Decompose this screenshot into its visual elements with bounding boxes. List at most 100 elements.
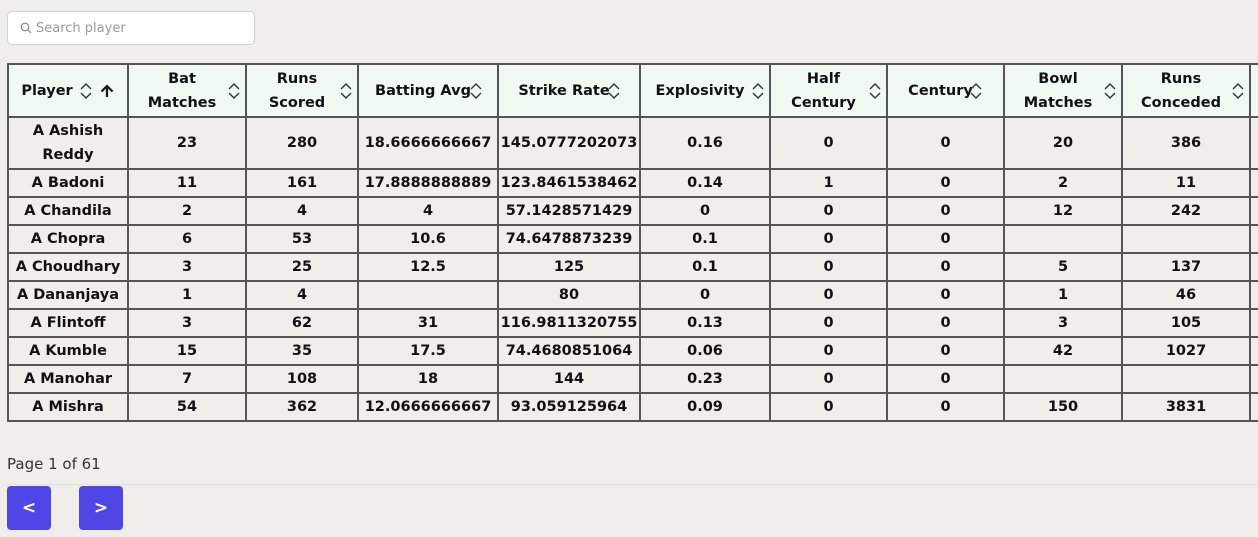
column-header-player[interactable]: Player [7, 63, 129, 118]
search-box[interactable] [7, 11, 255, 45]
column-header-bowl-matches[interactable]: Bowl Matches [1003, 63, 1123, 118]
table-cell-batting-avg: 31 [357, 308, 499, 338]
table-cell-half-century: 0 [769, 196, 888, 226]
sort-icon[interactable] [469, 82, 483, 100]
table-cell-player: A Kumble [7, 336, 129, 366]
sort-icon[interactable] [868, 82, 882, 100]
table-cell-overflow [1249, 336, 1258, 366]
sort-icon[interactable] [79, 82, 93, 100]
column-header-explosivity[interactable]: Explosivity [639, 63, 771, 118]
column-header-strike-rate[interactable]: Strike Rate [497, 63, 641, 118]
table-cell-strike-rate: 123.8461538462 [497, 168, 641, 198]
table-row: A Ashish Reddy 23 280 18.6666666667 145.0777… [7, 116, 1258, 170]
sort-icon[interactable] [1103, 82, 1117, 100]
column-header-half-century[interactable]: Half Century [769, 63, 888, 118]
table-cell-player: A Flintoff [7, 308, 129, 338]
table-row: A Chopra 6 53 10.6 74.6478873239 0.1 0 0 [7, 224, 1258, 254]
table-cell-overflow [1249, 196, 1258, 226]
table-cell-runs-conceded: 386 [1121, 116, 1251, 170]
sort-icon[interactable] [339, 82, 353, 100]
column-header-runs-scored[interactable]: Runs Scored [245, 63, 359, 118]
column-header-runs-conceded[interactable]: Runs Conceded [1121, 63, 1251, 118]
sort-icon[interactable] [751, 82, 765, 100]
table-cell-strike-rate: 145.0777202073 [497, 116, 641, 170]
table-cell-runs-scored: 280 [245, 116, 359, 170]
column-header-bat-matches[interactable]: Bat Matches [127, 63, 247, 118]
table-cell-runs-scored: 108 [245, 364, 359, 394]
arrow-up-icon[interactable] [99, 83, 115, 99]
table-cell-batting-avg: 12.5 [357, 252, 499, 282]
table-cell-runs-scored: 53 [245, 224, 359, 254]
table-cell-overflow [1249, 168, 1258, 198]
table-cell-runs-conceded: 11 [1121, 168, 1251, 198]
table-cell-century: 0 [886, 364, 1005, 394]
table-cell-player: A Badoni [7, 168, 129, 198]
table-cell-explosivity: 0 [639, 280, 771, 310]
column-header-label: Runs Conceded [1141, 70, 1221, 111]
table-cell-bat-matches: 54 [127, 392, 247, 422]
table-cell-explosivity: 0.14 [639, 168, 771, 198]
table-cell-explosivity: 0.13 [639, 308, 771, 338]
page-indicator: Page 1 of 61 [7, 455, 101, 473]
table-cell-bat-matches: 1 [127, 280, 247, 310]
table-cell-batting-avg: 12.0666666667 [357, 392, 499, 422]
table-cell-bat-matches: 23 [127, 116, 247, 170]
table-cell-player: A Dananjaya [7, 280, 129, 310]
table-cell-overflow [1249, 364, 1258, 394]
sort-icon[interactable] [607, 82, 621, 100]
table-cell-runs-conceded: 1027 [1121, 336, 1251, 366]
search-icon [20, 22, 32, 34]
table-cell-strike-rate: 144 [497, 364, 641, 394]
sort-icon[interactable] [969, 82, 983, 100]
table-cell-batting-avg: 17.8888888889 [357, 168, 499, 198]
table-cell-bat-matches: 3 [127, 252, 247, 282]
sort-icon[interactable] [1231, 82, 1245, 100]
table-cell-strike-rate: 57.1428571429 [497, 196, 641, 226]
column-header-label: Century [908, 82, 973, 99]
table-cell-batting-avg: 18 [357, 364, 499, 394]
table-cell-half-century: 0 [769, 336, 888, 366]
column-header-label: Bat Matches [147, 70, 217, 111]
prev-page-button[interactable]: < [7, 486, 51, 530]
table-cell-explosivity: 0.09 [639, 392, 771, 422]
column-header-label: Runs Scored [268, 70, 326, 111]
table-row: A Kumble 15 35 17.5 74.4680851064 0.06 0 0 42 102… [7, 336, 1258, 366]
column-header-century[interactable]: Century [886, 63, 1005, 118]
table-cell-runs-conceded: 3831 [1121, 392, 1251, 422]
column-header-label: Strike Rate [518, 82, 610, 99]
table-cell-half-century: 0 [769, 364, 888, 394]
column-header-overflow [1249, 63, 1258, 118]
table-cell-bowl-matches: 20 [1003, 116, 1123, 170]
table-cell-bat-matches: 3 [127, 308, 247, 338]
table-cell-runs-scored: 4 [245, 196, 359, 226]
table-cell-century: 0 [886, 224, 1005, 254]
column-header-label: Bowl Matches [1023, 70, 1093, 111]
search-input[interactable] [36, 20, 236, 36]
next-page-button[interactable]: > [79, 486, 123, 530]
table-cell-half-century: 0 [769, 308, 888, 338]
table-cell-bowl-matches: 2 [1003, 168, 1123, 198]
table-row: A Badoni 11 161 17.8888888889 123.8461538462… [7, 168, 1258, 198]
table-cell-bowl-matches: 150 [1003, 392, 1123, 422]
column-header-label: Player [21, 82, 73, 99]
sort-icon[interactable] [227, 82, 241, 100]
table-cell-half-century: 0 [769, 224, 888, 254]
table-cell-player: A Manohar [7, 364, 129, 394]
table-cell-runs-conceded: 46 [1121, 280, 1251, 310]
table-cell-batting-avg: 17.5 [357, 336, 499, 366]
table-cell-bowl-matches [1003, 224, 1123, 254]
table-cell-half-century: 0 [769, 392, 888, 422]
table-cell-player: A Ashish Reddy [7, 116, 129, 170]
table-body: A Ashish Reddy 23 280 18.6666666667 145.0777… [7, 116, 1258, 422]
table-cell-half-century: 0 [769, 280, 888, 310]
column-header-batting-avg[interactable]: Batting Avg [357, 63, 499, 118]
table-cell-bowl-matches: 12 [1003, 196, 1123, 226]
table-cell-half-century: 0 [769, 252, 888, 282]
table-cell-batting-avg: 18.6666666667 [357, 116, 499, 170]
table-cell-bowl-matches [1003, 364, 1123, 394]
table-cell-strike-rate: 125 [497, 252, 641, 282]
table-cell-player: A Mishra [7, 392, 129, 422]
table-cell-explosivity: 0.06 [639, 336, 771, 366]
table-cell-runs-conceded [1121, 224, 1251, 254]
table-cell-century: 0 [886, 116, 1005, 170]
